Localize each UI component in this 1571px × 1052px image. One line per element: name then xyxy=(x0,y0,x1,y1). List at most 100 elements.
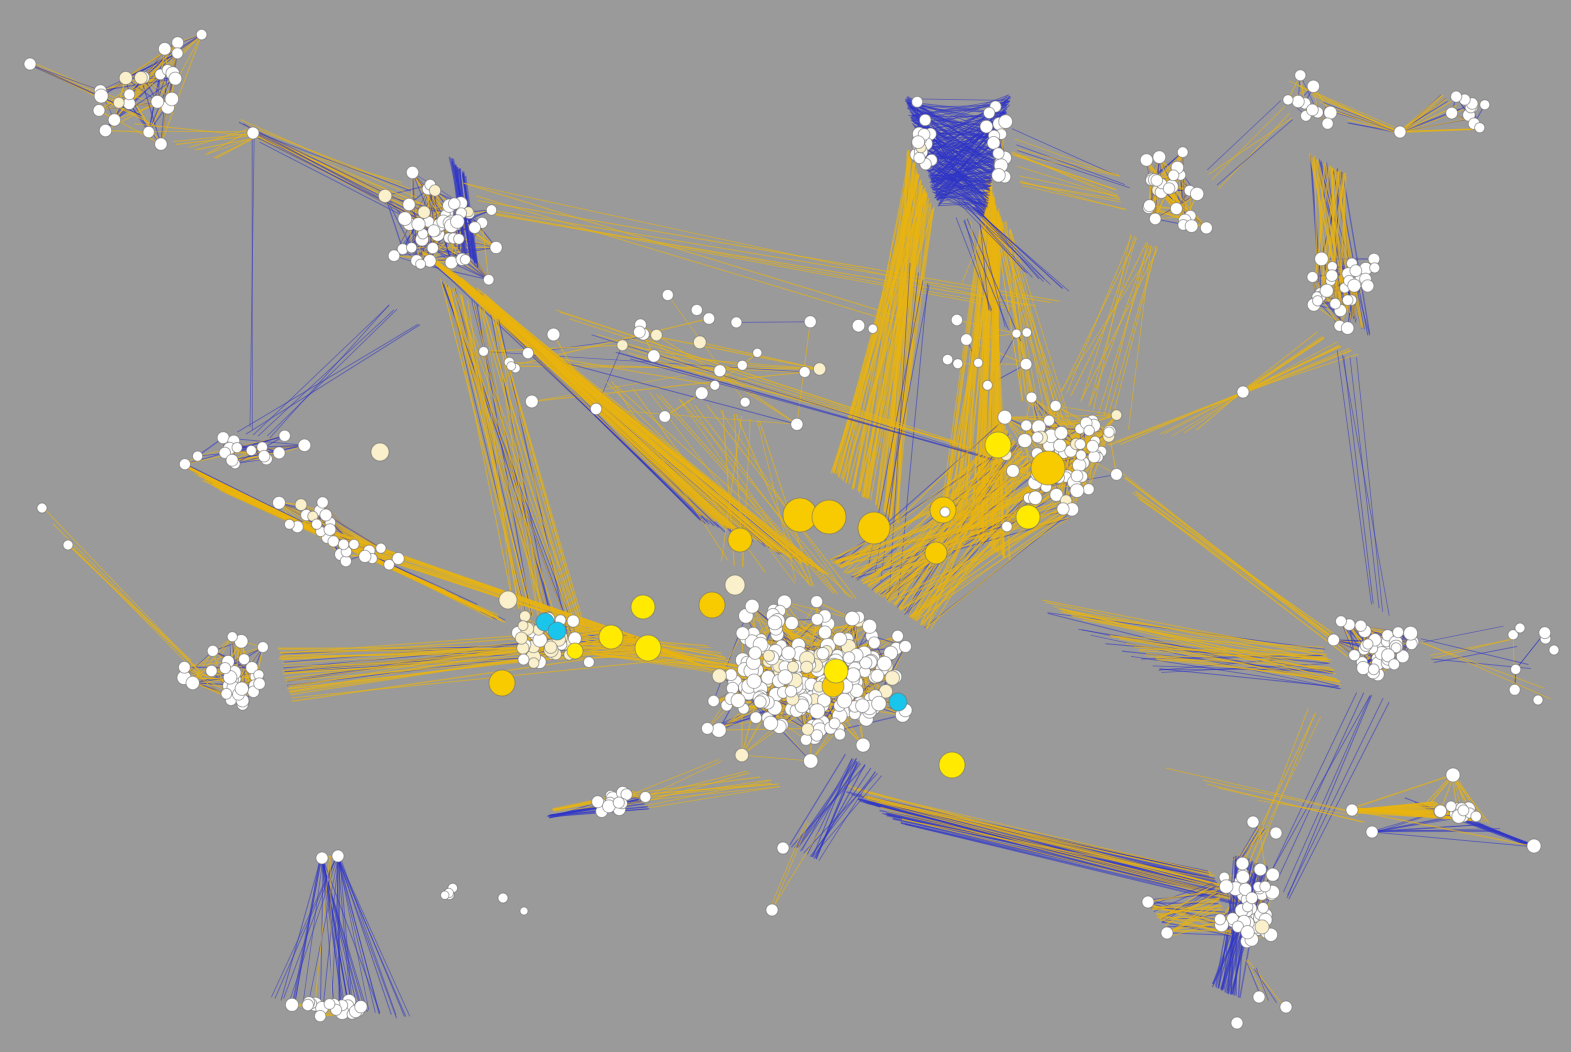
graph-node[interactable] xyxy=(348,538,360,551)
graph-node[interactable] xyxy=(123,88,136,101)
graph-node[interactable] xyxy=(566,614,580,628)
graph-node[interactable] xyxy=(583,656,595,668)
graph-node[interactable] xyxy=(1479,99,1491,111)
graph-node[interactable] xyxy=(911,135,926,150)
graph-node[interactable] xyxy=(784,615,799,631)
graph-node[interactable] xyxy=(387,249,401,262)
graph-node[interactable] xyxy=(1245,891,1259,905)
graph-node[interactable] xyxy=(319,508,333,522)
graph-node[interactable] xyxy=(786,660,800,674)
graph-node[interactable] xyxy=(809,703,826,720)
graph-node[interactable] xyxy=(92,104,106,117)
graph-node[interactable] xyxy=(762,715,779,731)
graph-node[interactable] xyxy=(1510,663,1522,676)
graph-node[interactable] xyxy=(195,28,208,41)
graph-node[interactable] xyxy=(327,535,340,548)
graph-node[interactable] xyxy=(746,673,762,689)
graph-node[interactable] xyxy=(1184,219,1199,234)
graph-node[interactable] xyxy=(171,36,185,49)
graph-node[interactable] xyxy=(800,660,814,674)
graph-node[interactable] xyxy=(702,312,716,325)
graph-node[interactable] xyxy=(1043,414,1055,427)
graph-node[interactable] xyxy=(661,288,674,302)
graph-node[interactable] xyxy=(790,417,804,431)
graph-node[interactable] xyxy=(735,626,750,641)
graph-node[interactable] xyxy=(1253,862,1268,877)
graph-node[interactable] xyxy=(1354,619,1367,632)
graph-node[interactable] xyxy=(478,346,490,357)
graph-node[interactable] xyxy=(1021,327,1033,338)
graph-node[interactable] xyxy=(1020,419,1033,432)
graph-node[interactable] xyxy=(734,747,749,763)
graph-node[interactable] xyxy=(1235,856,1250,871)
graph-node[interactable] xyxy=(297,438,312,453)
graph-node[interactable] xyxy=(1291,94,1305,109)
graph-node[interactable] xyxy=(832,631,848,647)
graph-node[interactable] xyxy=(692,335,707,350)
graph-node[interactable] xyxy=(983,106,996,120)
graph-node[interactable] xyxy=(517,653,530,666)
graph-node[interactable] xyxy=(225,453,239,467)
graph-node[interactable] xyxy=(844,610,861,627)
graph-node[interactable] xyxy=(690,303,703,317)
graph-node[interactable] xyxy=(219,662,232,675)
graph-node[interactable] xyxy=(226,631,238,643)
graph-node[interactable] xyxy=(1199,221,1213,235)
graph-node[interactable] xyxy=(828,717,841,730)
graph-node[interactable] xyxy=(973,357,984,368)
graph-node[interactable] xyxy=(1392,626,1405,639)
graph-node[interactable] xyxy=(1169,202,1183,216)
graph-node[interactable] xyxy=(294,498,308,512)
graph-node[interactable] xyxy=(1327,633,1340,647)
graph-node[interactable] xyxy=(1450,90,1463,103)
graph-node[interactable] xyxy=(517,620,529,632)
graph-node[interactable] xyxy=(1240,925,1255,940)
graph-node[interactable] xyxy=(730,316,743,329)
graph-node[interactable] xyxy=(762,649,775,662)
graph-node[interactable] xyxy=(546,327,561,342)
graph-node[interactable] xyxy=(1235,869,1251,884)
graph-node[interactable] xyxy=(833,728,847,741)
graph-node[interactable] xyxy=(658,410,672,423)
graph-node[interactable] xyxy=(794,698,810,714)
graph-node[interactable] xyxy=(867,323,878,334)
graph-node[interactable] xyxy=(192,450,204,462)
graph-node[interactable] xyxy=(867,636,881,650)
graph-node[interactable] xyxy=(1176,146,1189,159)
graph-node[interactable] xyxy=(278,429,291,442)
graph-node[interactable] xyxy=(911,95,924,108)
graph-node[interactable] xyxy=(812,362,827,376)
graph-node[interactable] xyxy=(272,495,286,510)
graph-node[interactable] xyxy=(1167,169,1180,182)
graph-node[interactable] xyxy=(836,692,853,709)
graph-node[interactable] xyxy=(851,318,866,333)
graph-node[interactable] xyxy=(898,640,912,653)
graph-node[interactable] xyxy=(777,669,794,685)
graph-node[interactable] xyxy=(524,394,539,409)
graph-node[interactable] xyxy=(1218,879,1234,894)
graph-node[interactable] xyxy=(918,113,932,127)
graph-node[interactable] xyxy=(803,315,817,329)
graph-node[interactable] xyxy=(256,641,269,654)
graph-node[interactable] xyxy=(991,168,1006,183)
graph-node[interactable] xyxy=(150,94,165,109)
graph-node[interactable] xyxy=(1213,913,1227,926)
graph-node[interactable] xyxy=(1152,150,1167,165)
graph-node[interactable] xyxy=(711,722,727,738)
graph-node[interactable] xyxy=(118,70,133,86)
graph-node[interactable] xyxy=(245,444,257,457)
graph-node[interactable] xyxy=(1189,186,1205,202)
graph-node[interactable] xyxy=(459,254,471,266)
graph-node[interactable] xyxy=(206,644,219,658)
graph-node[interactable] xyxy=(134,70,148,85)
graph-node[interactable] xyxy=(337,538,350,551)
graph-node[interactable] xyxy=(1381,648,1396,663)
graph-node[interactable] xyxy=(171,47,184,60)
graph-node[interactable] xyxy=(998,114,1013,129)
graph-node[interactable] xyxy=(859,656,873,670)
graph-node[interactable] xyxy=(98,123,113,138)
graph-node[interactable] xyxy=(810,729,824,742)
graph-node[interactable] xyxy=(93,88,109,104)
graph-node[interactable] xyxy=(1538,626,1552,640)
